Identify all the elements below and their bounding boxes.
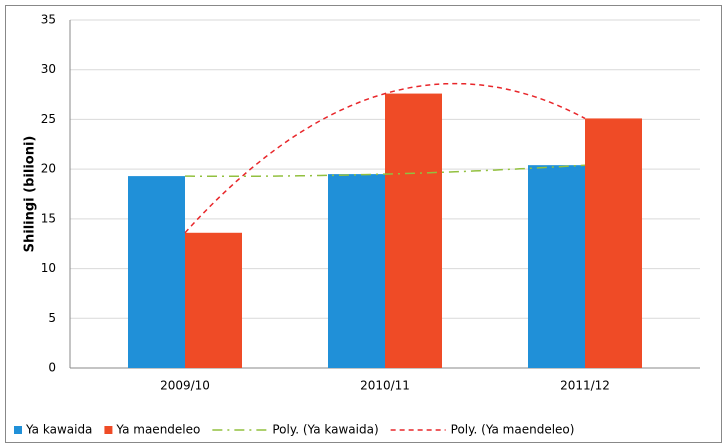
y-tick-label: 5 bbox=[48, 311, 56, 325]
legend-label: Poly. (Ya maendeleo) bbox=[451, 423, 575, 437]
bar bbox=[128, 176, 185, 368]
legend-label: Poly. (Ya kawaida) bbox=[272, 423, 378, 437]
x-tick-label: 2010/11 bbox=[360, 379, 410, 393]
legend-swatch bbox=[104, 426, 113, 434]
legend-label: Ya kawaida bbox=[25, 423, 92, 437]
y-tick-label: 15 bbox=[41, 211, 56, 225]
bar bbox=[328, 174, 385, 368]
bar bbox=[185, 232, 242, 368]
trendline bbox=[185, 164, 586, 178]
y-tick-label: 20 bbox=[41, 162, 56, 176]
y-tick-label: 25 bbox=[41, 112, 56, 126]
y-tick-label: 35 bbox=[41, 13, 56, 27]
x-tick-label: 2011/12 bbox=[560, 379, 610, 393]
y-tick-label: 0 bbox=[48, 361, 56, 375]
y-axis-label: Shilingi (bilioni) bbox=[23, 136, 38, 253]
legend-swatch bbox=[14, 426, 22, 434]
bar bbox=[528, 165, 585, 368]
legend-label: Ya maendeleo bbox=[115, 423, 200, 437]
y-tick-label: 10 bbox=[41, 261, 56, 275]
bar bbox=[585, 118, 642, 368]
trendline bbox=[184, 82, 586, 234]
y-tick-label: 30 bbox=[41, 62, 56, 76]
bar bbox=[385, 93, 442, 368]
x-tick-label: 2009/10 bbox=[160, 379, 210, 393]
